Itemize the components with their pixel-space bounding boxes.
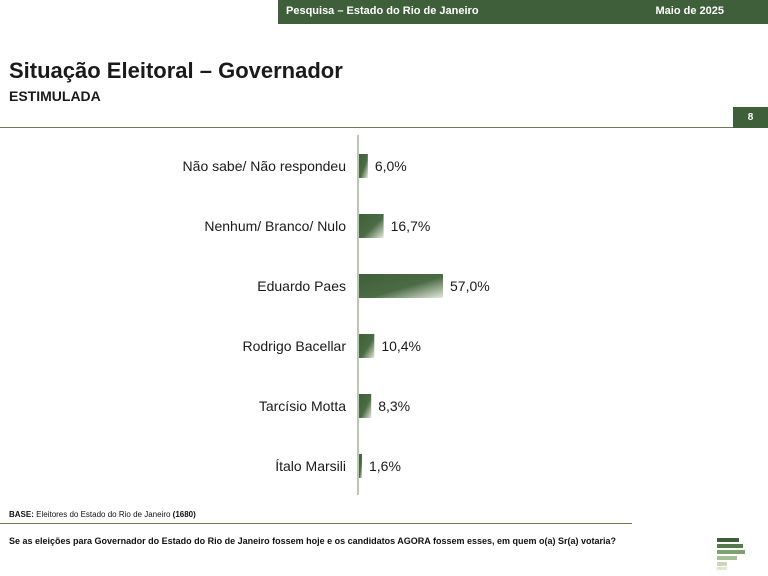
base-note: BASE: Eleitores do Estado do Rio de Jane… — [9, 510, 196, 519]
header-date: Maio de 2025 — [655, 5, 724, 17]
survey-question: Se as eleições para Governador do Estado… — [9, 536, 617, 546]
header-survey-title: Pesquisa – Estado do Rio de Janeiro — [286, 5, 479, 17]
page-number-badge: 8 — [733, 107, 768, 128]
bars-group: Não sabe/ Não respondeu 6,0% Nenhum/ Branc… — [183, 154, 490, 478]
category-label: Nenhum/ Branco/ Nulo — [204, 218, 346, 234]
header-bar: Pesquisa – Estado do Rio de Janeiro Maio… — [278, 0, 768, 24]
bar — [359, 394, 372, 418]
title-divider — [0, 127, 768, 128]
page-title: Situação Eleitoral – Governador — [9, 58, 343, 83]
category-label: Tarcísio Motta — [259, 398, 346, 414]
bar — [359, 454, 362, 478]
page-subtitle: ESTIMULADA — [9, 88, 101, 104]
value-label: 10,4% — [381, 338, 421, 354]
brand-logo-icon — [717, 538, 745, 570]
base-note-label: BASE: — [9, 510, 34, 519]
value-label: 8,3% — [378, 398, 410, 414]
bar — [359, 334, 375, 358]
category-label: Não sabe/ Não respondeu — [183, 158, 346, 174]
bar-chart: Não sabe/ Não respondeu 6,0% Nenhum/ Branc… — [183, 135, 490, 495]
category-label: Ítalo Marsili — [275, 458, 346, 474]
footer-divider — [0, 523, 632, 524]
value-label: 16,7% — [391, 218, 431, 234]
bar — [359, 154, 368, 178]
value-label: 6,0% — [375, 158, 407, 174]
value-label: 1,6% — [369, 458, 401, 474]
category-label: Rodrigo Bacellar — [243, 338, 347, 354]
base-note-count: (1680) — [172, 510, 196, 519]
category-label: Eduardo Paes — [257, 278, 346, 294]
bar — [359, 214, 384, 238]
bar — [359, 274, 443, 298]
base-note-text: Eleitores do Estado do Rio de Janeiro — [36, 510, 171, 519]
value-label: 57,0% — [450, 278, 490, 294]
